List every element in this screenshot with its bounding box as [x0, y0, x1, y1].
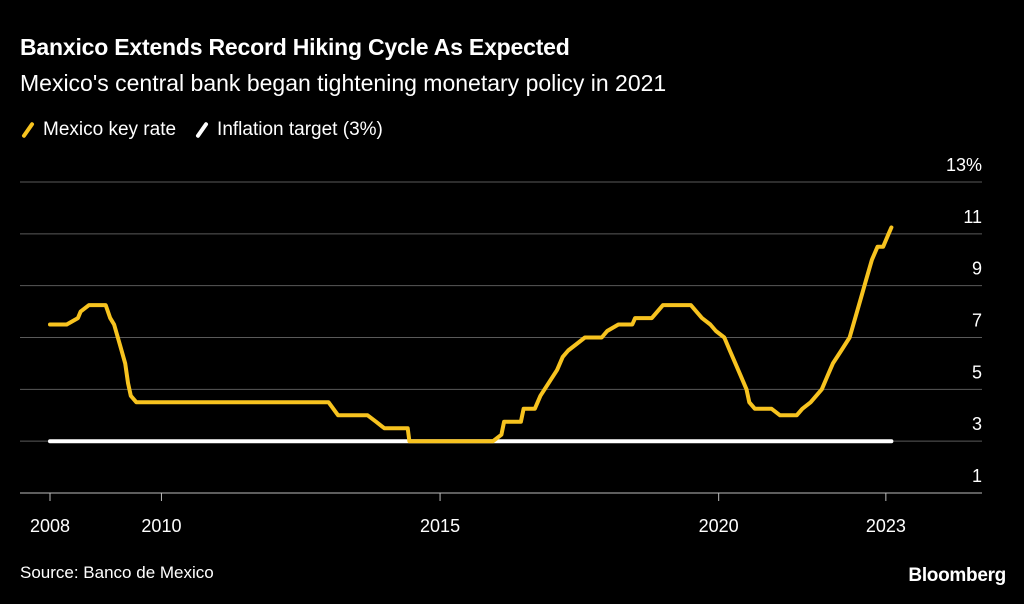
chart-subtitle: Mexico's central bank began tightening m… — [20, 70, 667, 96]
legend-label-inflation-target: Inflation target (3%) — [217, 119, 383, 140]
legend-item-inflation-target: Inflation target (3%) — [194, 119, 383, 141]
x-tick-label-2023: 2023 — [866, 516, 906, 536]
y-tick-label-9: 9 — [972, 259, 982, 279]
source-note: Source: Banco de Mexico — [20, 563, 214, 582]
series-line-key-rate — [48, 225, 894, 444]
y-tick-label-7: 7 — [972, 311, 982, 331]
legend: Mexico key rate Inflation target (3%) — [20, 119, 401, 141]
x-tick-label-2015: 2015 — [420, 516, 460, 536]
x-tick-label-2010: 2010 — [141, 516, 181, 536]
legend-item-key-rate: Mexico key rate — [20, 119, 176, 141]
chart-title: Banxico Extends Record Hiking Cycle As E… — [20, 34, 570, 60]
x-tick-label-2020: 2020 — [699, 516, 739, 536]
bloomberg-logo: Bloomberg — [908, 565, 1006, 586]
y-tick-label-13: 13% — [946, 155, 982, 175]
legend-label-key-rate: Mexico key rate — [43, 119, 177, 140]
x-tick-label-2008: 2008 — [30, 516, 70, 536]
y-tick-label-1: 1 — [972, 466, 982, 486]
y-tick-label-3: 3 — [972, 414, 982, 434]
y-tick-label-5: 5 — [972, 362, 982, 382]
y-tick-label-11: 11 — [963, 207, 982, 227]
